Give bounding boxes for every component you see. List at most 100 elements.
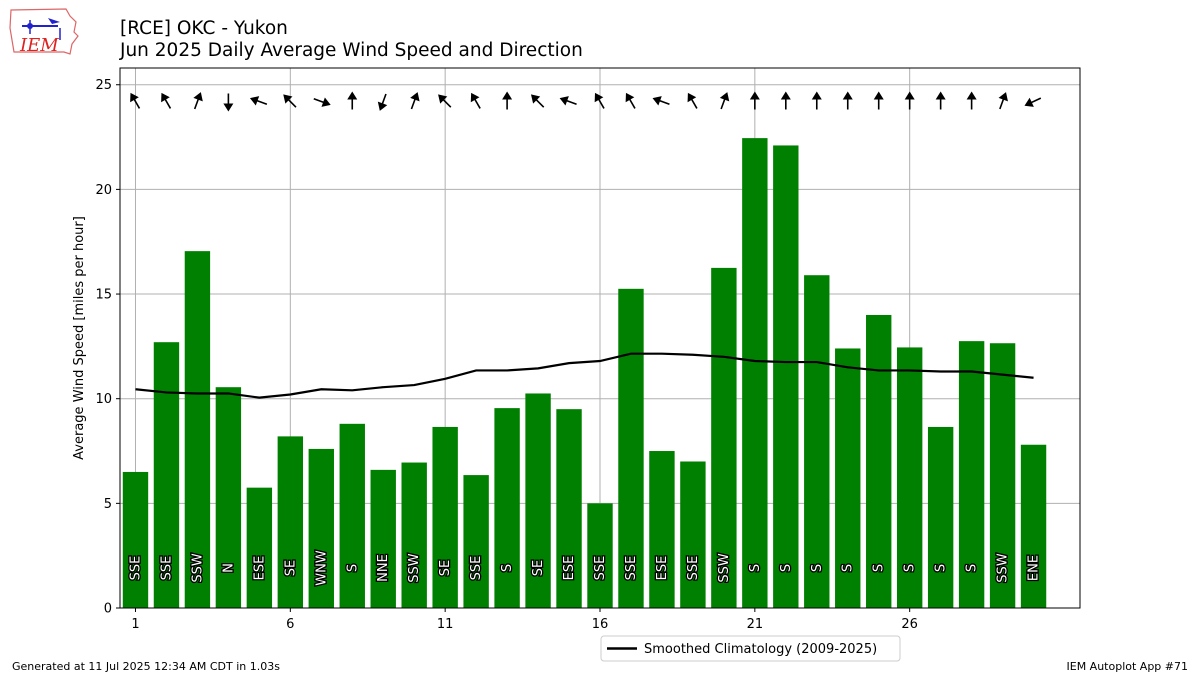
wind-direction-arrow	[873, 91, 884, 110]
bar	[896, 347, 923, 608]
arrow-head	[625, 92, 635, 103]
arrow-head	[438, 94, 448, 104]
footer-generated: Generated at 11 Jul 2025 12:34 AM CDT in…	[12, 660, 280, 673]
bar	[184, 251, 211, 609]
arrow-head	[502, 91, 513, 100]
bar	[835, 348, 861, 608]
arrow-head	[1024, 97, 1034, 107]
bar	[215, 387, 242, 608]
y-tick-label: 10	[95, 392, 112, 407]
wind-direction-arrow	[410, 92, 420, 110]
wind-direction-arrow	[687, 92, 698, 109]
arrow-head	[687, 92, 697, 103]
y-tick-label: 25	[95, 78, 112, 93]
arrow-head	[130, 92, 139, 103]
arrow-shaft	[597, 97, 605, 109]
wind-direction-arrow	[193, 92, 203, 110]
direction-label: SSW	[407, 553, 422, 583]
direction-label: SSW	[190, 553, 205, 583]
bar	[246, 487, 273, 608]
arrow-head	[410, 92, 420, 102]
wind-direction-arrow	[842, 91, 853, 110]
arrow-head	[283, 94, 293, 104]
arrow-head	[594, 92, 604, 103]
arrow-head	[470, 92, 480, 103]
arrow-head	[842, 91, 853, 100]
bar	[649, 451, 675, 608]
footer-app: IEM Autoplot App #71	[1066, 660, 1189, 673]
wind-direction-arrow	[161, 92, 172, 109]
bar	[711, 267, 737, 608]
arrow-head	[193, 92, 203, 102]
arrow-shaft	[999, 97, 1005, 110]
bar	[742, 138, 768, 608]
arrow-head	[530, 94, 541, 104]
arrow-head	[998, 92, 1008, 102]
arrow-head	[749, 91, 760, 100]
direction-label: ENE	[1027, 555, 1042, 581]
direction-label: ESE	[655, 556, 670, 581]
wind-direction-arrow	[811, 91, 822, 110]
arrow-shaft	[163, 97, 172, 109]
bar	[773, 145, 799, 608]
wind-direction-arrow	[470, 92, 481, 109]
x-tick-label: 21	[747, 617, 764, 632]
direction-label: SE	[283, 560, 298, 576]
y-tick-label: 15	[95, 288, 112, 303]
direction-label: SSW	[717, 553, 732, 583]
direction-label: S	[810, 564, 825, 572]
wind-direction-arrow	[347, 91, 358, 110]
x-tick-label: 16	[592, 617, 609, 632]
direction-label: S	[748, 564, 763, 572]
wind-direction-arrow	[966, 91, 977, 110]
wind-direction-arrow	[377, 93, 388, 111]
arrow-shaft	[473, 97, 481, 109]
direction-label: S	[779, 564, 794, 572]
arrow-head	[811, 91, 822, 100]
direction-label: SE	[531, 560, 546, 576]
arrow-head	[249, 96, 260, 106]
bar	[989, 343, 1016, 608]
direction-label: WNW	[314, 550, 329, 586]
bar	[556, 409, 582, 608]
wind-direction-arrow	[904, 91, 915, 110]
wind-direction-arrow	[559, 96, 577, 106]
direction-label: SSE	[686, 556, 701, 581]
x-tick-label: 6	[286, 617, 294, 632]
wind-direction-arrow	[502, 91, 513, 110]
direction-label: N	[221, 563, 236, 573]
bar	[866, 314, 892, 608]
bar	[370, 469, 396, 608]
bar	[463, 475, 489, 608]
arrow-head	[321, 97, 331, 107]
bar	[1020, 444, 1047, 608]
bar	[339, 423, 365, 608]
chart-title-line2: Jun 2025 Daily Average Wind Speed and Di…	[120, 40, 583, 61]
bar	[587, 503, 613, 608]
arrow-shaft	[720, 97, 726, 110]
wind-direction-arrow	[530, 94, 545, 108]
direction-label: S	[903, 564, 918, 572]
y-tick-label: 5	[104, 497, 112, 512]
arrow-shaft	[534, 98, 545, 108]
wind-direction-arrow	[780, 91, 791, 110]
wind-direction-arrow	[130, 92, 141, 109]
wind-direction-arrow	[438, 94, 452, 108]
iem-logo: IEM	[8, 6, 80, 58]
arrow-head	[559, 96, 569, 106]
bar	[153, 342, 180, 608]
direction-label: SSE	[128, 556, 143, 581]
direction-label: S	[841, 564, 856, 572]
arrow-head	[377, 101, 388, 111]
wind-direction-arrow	[223, 93, 234, 112]
bar	[432, 426, 458, 608]
y-tick-label: 20	[95, 183, 112, 198]
direction-label: ESE	[562, 556, 577, 581]
climatology-line-group	[135, 352, 1034, 399]
direction-label: S	[872, 564, 887, 572]
direction-label: SSW	[996, 553, 1011, 583]
wind-direction-arrow	[749, 91, 760, 110]
bar	[308, 448, 334, 608]
x-tick-label: 1	[131, 617, 139, 632]
x-tick-label: 11	[437, 617, 454, 632]
